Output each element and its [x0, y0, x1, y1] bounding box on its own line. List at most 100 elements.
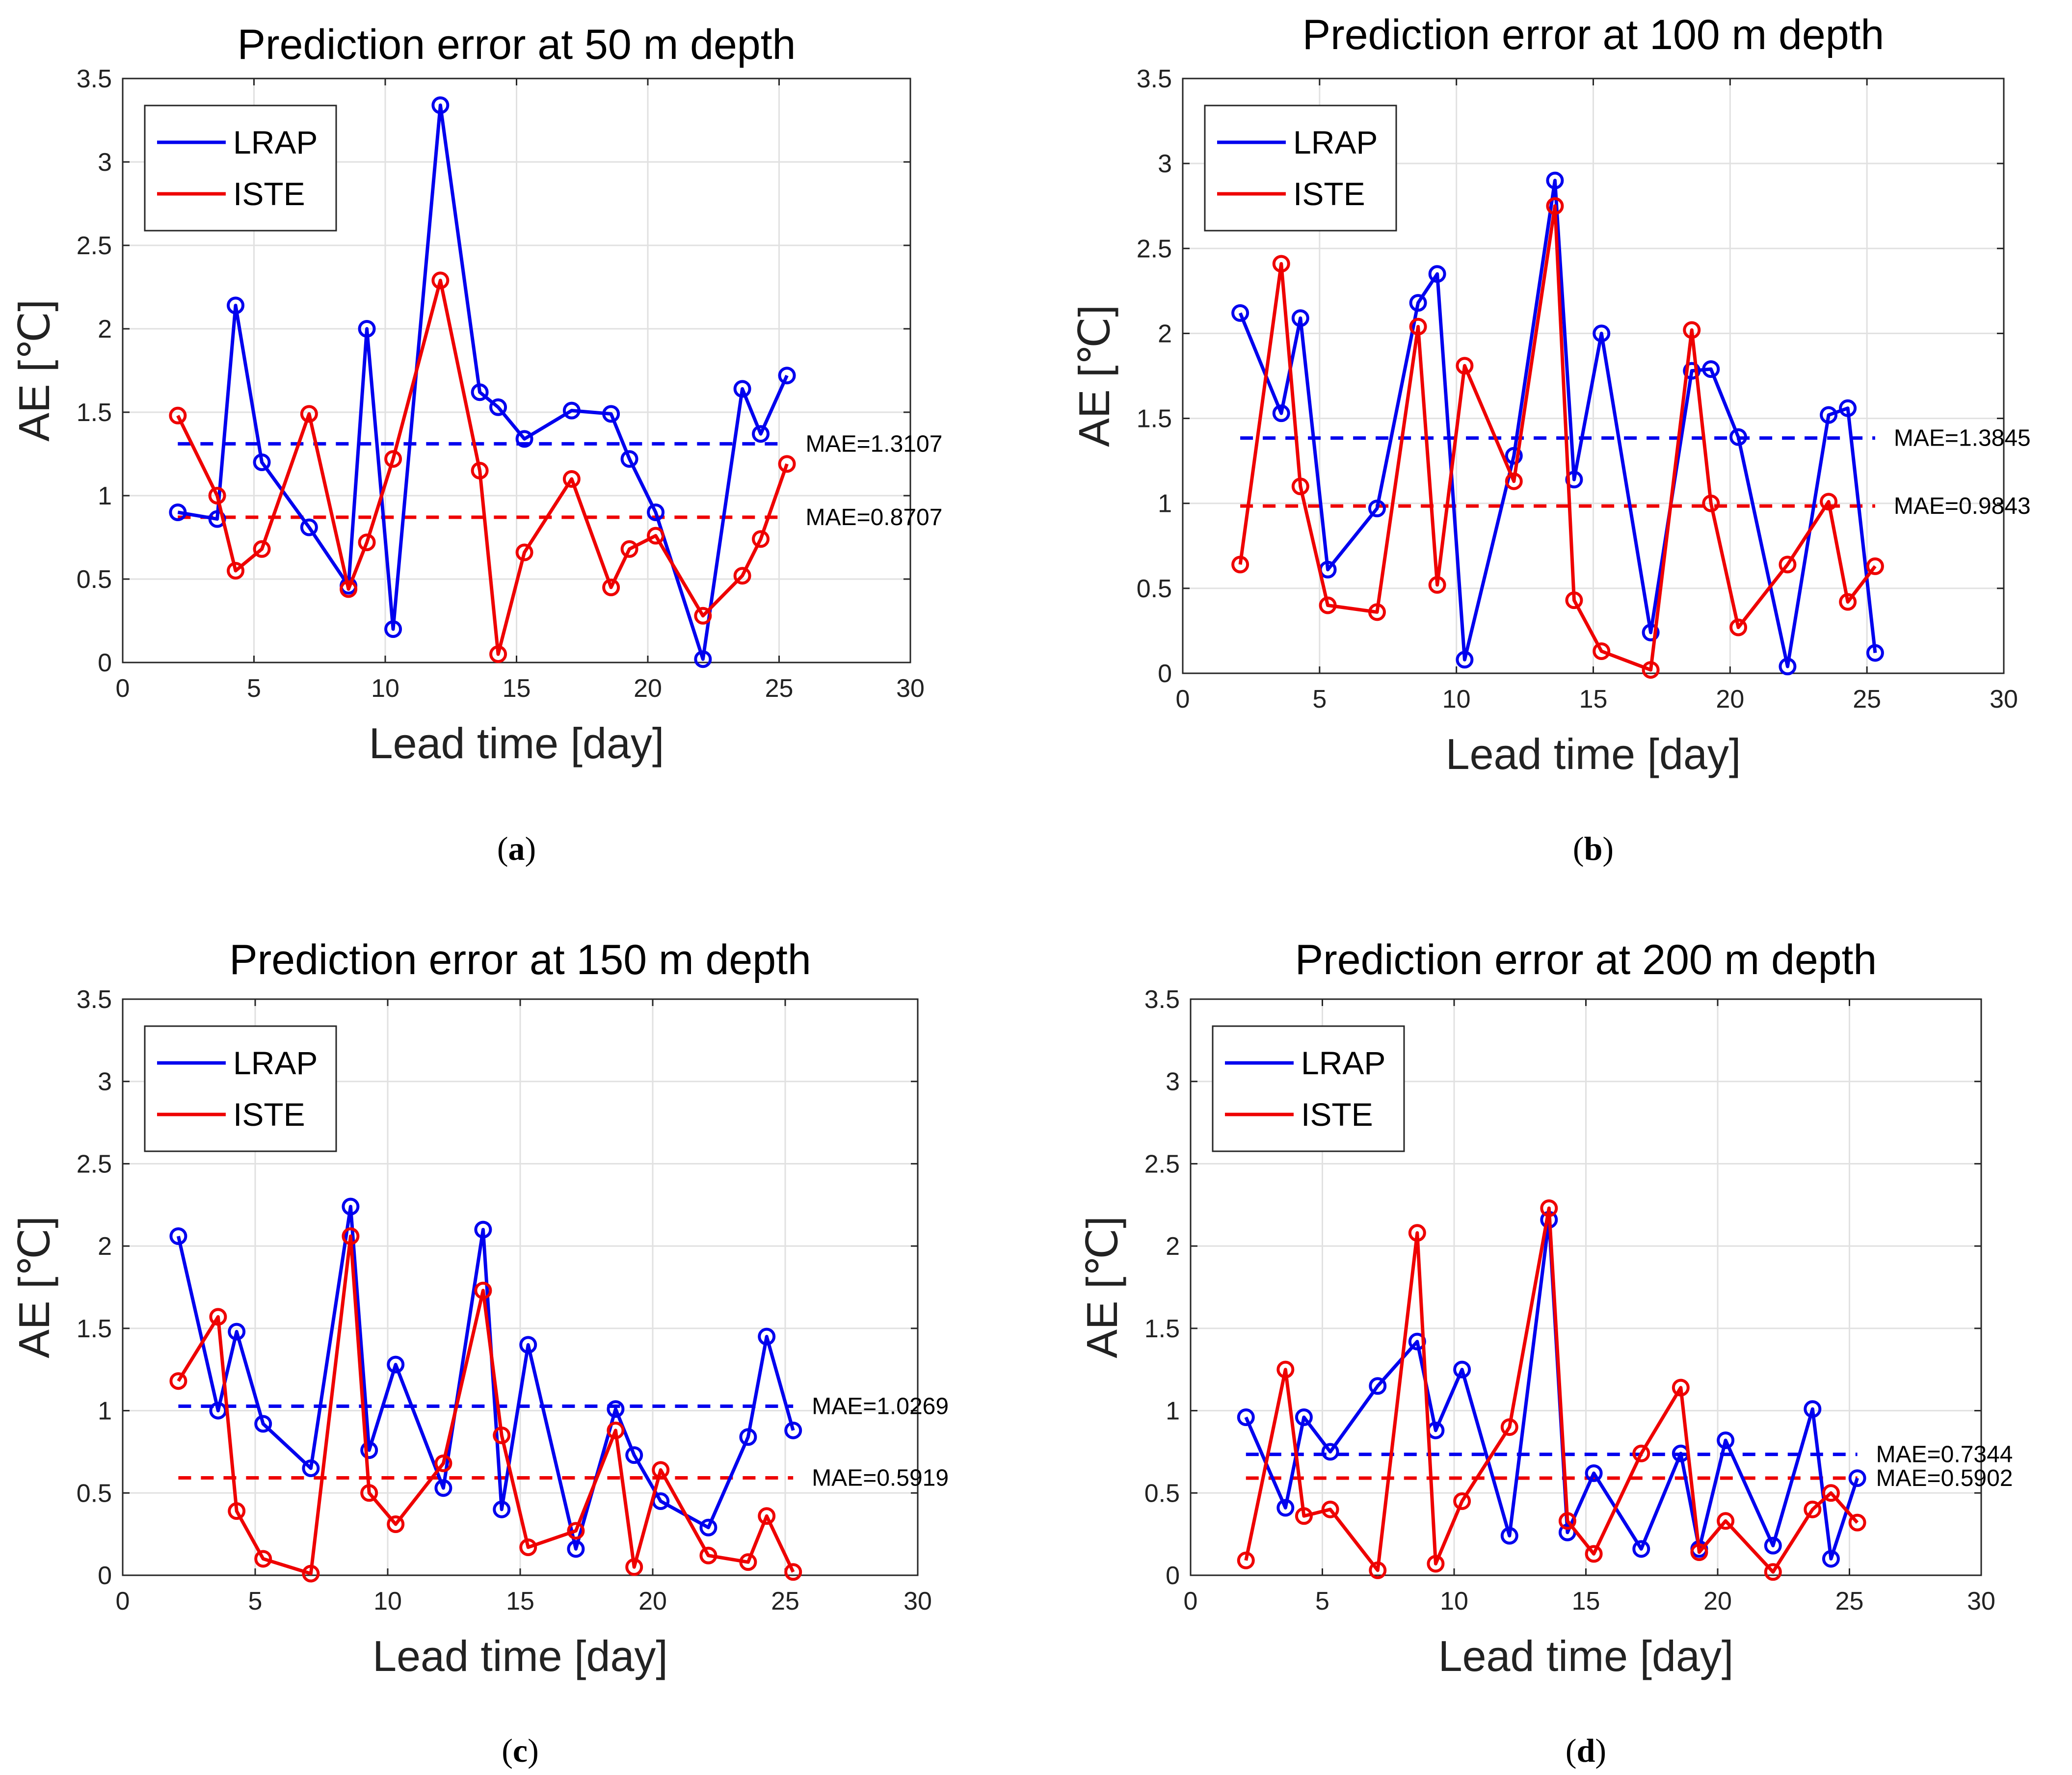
data-point-iste — [1408, 1224, 1426, 1242]
data-point-iste — [358, 533, 376, 552]
x-tick-label: 30 — [1990, 685, 2018, 714]
data-point-lrap — [1848, 1469, 1866, 1487]
data-point-iste — [1593, 642, 1611, 660]
y-tick-label: 2.5 — [77, 1150, 112, 1178]
data-point-lrap — [1456, 651, 1474, 669]
series-line-iste — [1244, 1206, 1859, 1574]
data-point-iste — [169, 1372, 187, 1390]
series-line-iste — [176, 278, 789, 656]
panel-caption: (a) — [497, 830, 536, 867]
y-tick-label: 2 — [98, 315, 112, 344]
data-point-lrap — [699, 1518, 717, 1537]
data-point-lrap — [1369, 1377, 1387, 1395]
data-point-iste — [1585, 1545, 1603, 1563]
data-point-iste — [1500, 1418, 1518, 1436]
y-tick-label: 3 — [98, 1068, 112, 1096]
mae-label-0: MAE=0.7344 — [1876, 1442, 2013, 1468]
y-tick-label: 0.5 — [1137, 575, 1172, 603]
y-tick-label: 2.5 — [77, 232, 112, 260]
data-point-iste — [1319, 596, 1337, 614]
x-tick-label: 5 — [247, 674, 261, 703]
data-point-lrap — [1500, 1527, 1518, 1545]
mae-label-0: MAE=1.3107 — [806, 431, 943, 457]
x-tick-label: 5 — [1312, 685, 1327, 714]
data-point-iste — [1764, 1563, 1782, 1581]
data-point-lrap — [625, 1446, 643, 1464]
data-point-lrap — [1272, 404, 1290, 423]
data-point-lrap — [607, 1400, 625, 1418]
mae-label-1: MAE=0.8707 — [806, 504, 943, 530]
data-point-iste — [1565, 591, 1583, 609]
data-point-iste — [699, 1546, 717, 1564]
data-point-lrap — [471, 383, 489, 401]
y-tick-label: 1 — [1158, 490, 1172, 518]
data-point-iste — [474, 1281, 492, 1299]
legend-label-lrap: LRAP — [1301, 1045, 1385, 1081]
data-point-iste — [1409, 318, 1427, 336]
y-tick-label: 0 — [98, 1562, 112, 1590]
chart-panel-c: 0 5 10 15 20 25 30 0 0.5 1 1.5 2 2.5 3 3.5 Prediction e… — [10, 936, 949, 1769]
data-point-lrap — [1822, 1550, 1840, 1568]
y-tick-label: 2 — [1166, 1232, 1180, 1261]
y-axis-label: AE [℃] — [1078, 1216, 1126, 1358]
x-tick-label: 10 — [1440, 1587, 1468, 1616]
chart-panel-d: 0 5 10 15 20 25 30 0 0.5 1 1.5 2 2.5 3 3.5 Prediction e… — [1078, 936, 2013, 1769]
y-tick-label: 0.5 — [77, 565, 112, 594]
data-point-iste — [1272, 255, 1290, 273]
data-point-iste — [1276, 1360, 1295, 1378]
x-axis-label: Lead time [day] — [372, 1632, 668, 1680]
data-point-iste — [1729, 618, 1748, 636]
data-point-lrap — [562, 401, 581, 420]
data-point-lrap — [1839, 399, 1857, 417]
data-point-lrap — [228, 1323, 246, 1341]
legend-label-lrap: LRAP — [233, 1045, 318, 1081]
data-point-iste — [758, 1507, 776, 1525]
data-point-iste — [519, 1538, 537, 1556]
data-point-lrap — [694, 650, 712, 668]
y-tick-label: 3.5 — [1144, 985, 1180, 1014]
data-point-lrap — [647, 503, 665, 521]
data-point-iste — [254, 1550, 272, 1568]
data-point-iste — [752, 530, 770, 548]
chart-panel-b: 0 5 10 15 20 25 30 0 0.5 1 1.5 2 2.5 3 3.5 Prediction e… — [1070, 11, 2031, 867]
data-point-lrap — [784, 1421, 802, 1439]
y-tick-label: 3.5 — [1137, 65, 1172, 93]
data-point-iste — [493, 1426, 511, 1444]
data-point-lrap — [1237, 1408, 1255, 1426]
mae-label-0: MAE=1.0269 — [812, 1394, 949, 1420]
data-point-iste — [253, 540, 271, 558]
y-tick-label: 2.5 — [1137, 235, 1172, 263]
data-point-lrap — [515, 430, 533, 448]
x-axis-label: Lead time [day] — [369, 719, 664, 768]
data-point-iste — [647, 527, 665, 545]
series-line-lrap — [177, 103, 789, 661]
data-point-iste — [515, 543, 533, 561]
legend-box — [144, 105, 337, 232]
data-point-lrap — [733, 380, 751, 398]
legend-box — [1204, 105, 1397, 232]
data-point-iste — [778, 455, 796, 473]
data-point-iste — [342, 1227, 360, 1245]
x-tick-label: 25 — [1835, 1587, 1864, 1616]
mae-label-0: MAE=1.3845 — [1894, 425, 2031, 451]
data-point-lrap — [493, 1500, 511, 1518]
data-point-iste — [431, 271, 450, 290]
x-tick-label: 30 — [896, 674, 925, 703]
y-tick-label: 0 — [1166, 1562, 1180, 1590]
legend-label-iste: ISTE — [233, 1096, 305, 1133]
mae-label-1: MAE=0.9843 — [1894, 493, 2031, 519]
x-tick-label: 5 — [248, 1587, 263, 1616]
x-tick-label: 0 — [116, 674, 130, 703]
y-tick-label: 1 — [98, 1397, 112, 1426]
data-point-iste — [1546, 197, 1564, 215]
data-point-lrap — [1866, 644, 1884, 662]
data-point-iste — [1369, 1561, 1387, 1579]
data-point-lrap — [1428, 265, 1446, 283]
data-point-iste — [1839, 593, 1857, 611]
data-point-lrap — [567, 1540, 585, 1558]
data-point-lrap — [387, 1355, 405, 1374]
x-axis-label: Lead time [day] — [1446, 730, 1741, 778]
data-point-lrap — [1505, 447, 1523, 465]
data-point-lrap — [434, 1479, 452, 1497]
